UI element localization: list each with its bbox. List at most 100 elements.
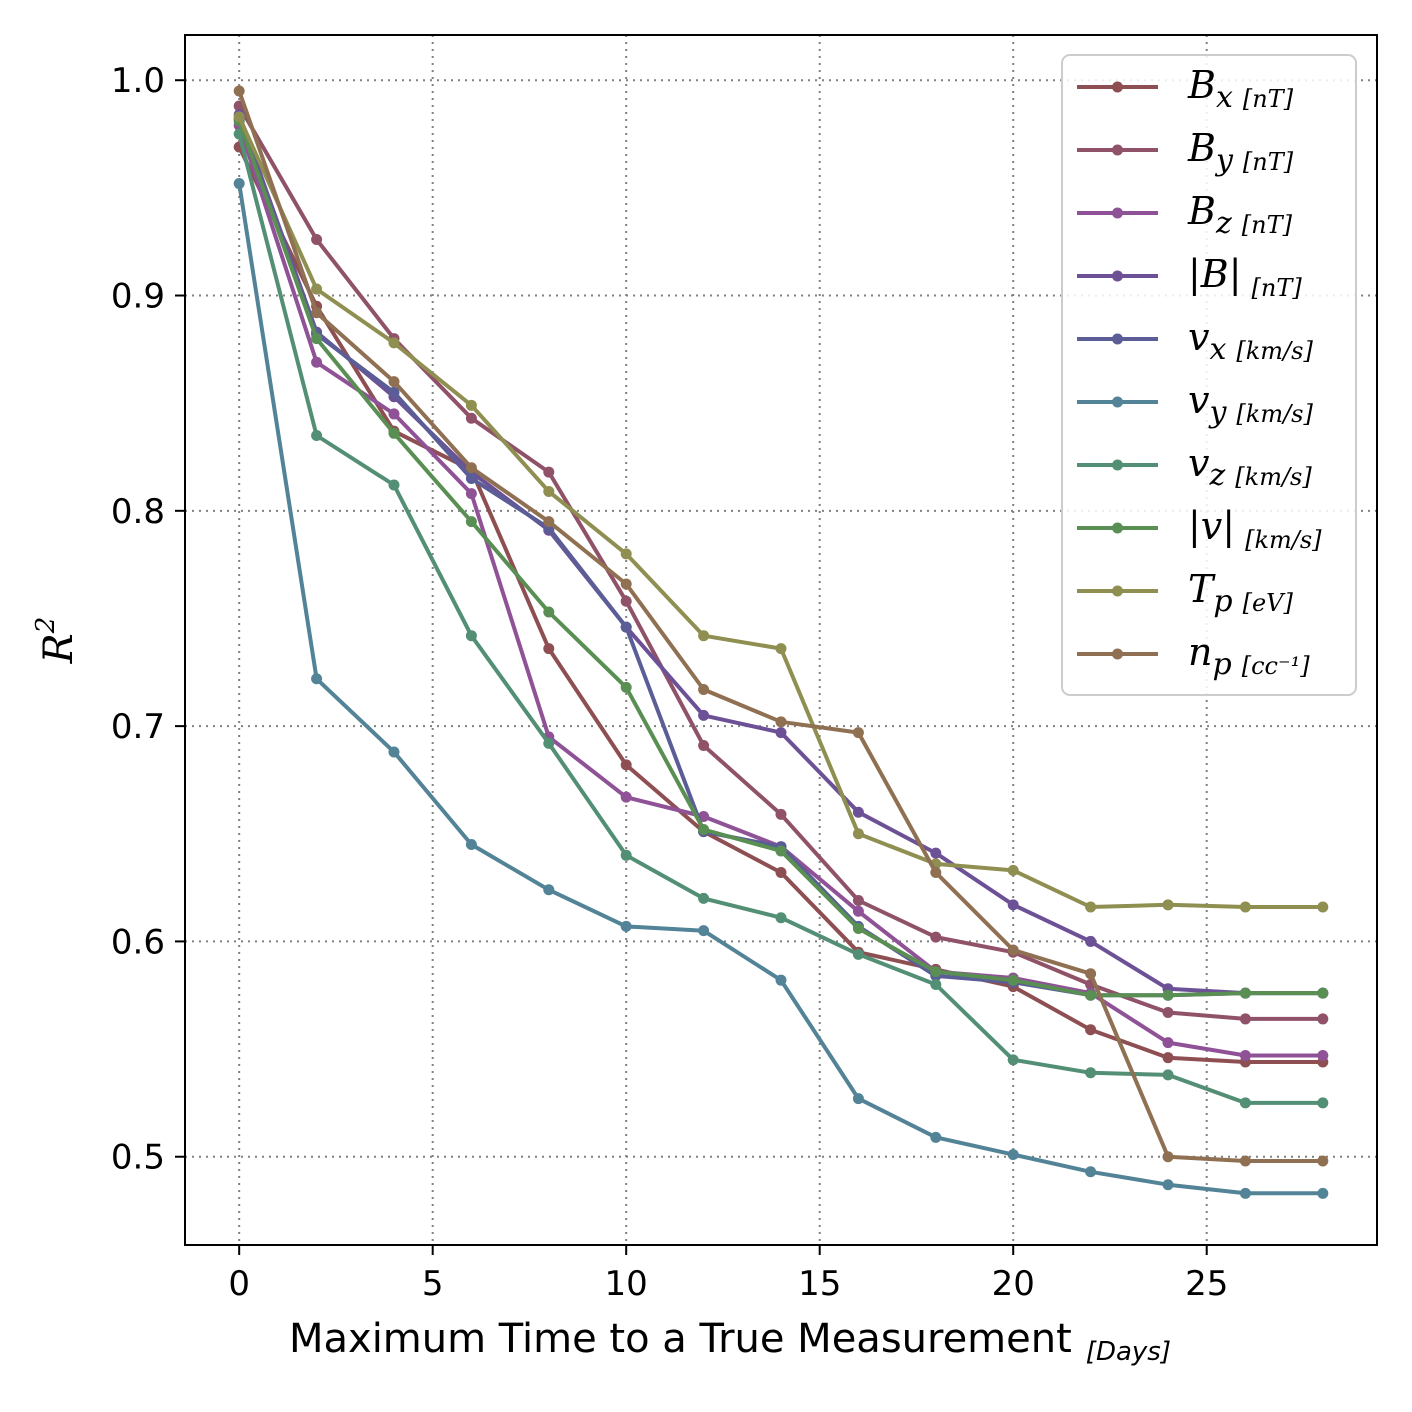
data-point <box>465 488 477 500</box>
data-point <box>465 516 477 528</box>
series-9 <box>233 85 1329 1167</box>
svg-text:R2: R2 <box>31 617 82 665</box>
x-tick-label: 15 <box>798 1264 841 1304</box>
data-point <box>388 376 400 388</box>
legend-entry: |v| [km/s] <box>1077 504 1322 554</box>
data-point <box>388 479 400 491</box>
data-point <box>852 948 864 960</box>
data-point <box>930 966 942 978</box>
data-point <box>233 111 245 123</box>
data-point <box>1239 901 1251 913</box>
data-point <box>1085 1024 1097 1036</box>
legend-entry: vy [km/s] <box>1077 378 1313 430</box>
legend-subscript: x <box>1209 332 1226 367</box>
data-point <box>465 399 477 411</box>
data-point <box>1317 1013 1329 1025</box>
data-point <box>1085 989 1097 1001</box>
data-point <box>465 473 477 485</box>
x-axis-title-unit: [Days] <box>1086 1337 1171 1367</box>
data-point <box>620 791 632 803</box>
data-point <box>1085 1067 1097 1079</box>
y-tick-label: 0.7 <box>111 707 165 747</box>
legend-marker <box>1112 270 1123 282</box>
data-point <box>311 356 323 368</box>
legend-subscript: y <box>1214 143 1234 178</box>
data-point <box>775 845 787 857</box>
y-axis-title-sup: 2 <box>31 617 61 635</box>
data-point <box>1317 901 1329 913</box>
data-point <box>620 920 632 932</box>
x-tick-label: 20 <box>992 1264 1035 1304</box>
data-point <box>1162 989 1174 1001</box>
legend-unit: [km/s] <box>1236 400 1313 428</box>
legend-marker <box>1112 648 1123 660</box>
data-point <box>311 234 323 246</box>
data-point <box>1317 987 1329 999</box>
x-tick-label: 25 <box>1185 1264 1228 1304</box>
data-point <box>1007 1149 1019 1161</box>
legend-symbol: B <box>1187 63 1216 107</box>
x-axis-title: Maximum Time to a True Measurement [Days] <box>289 1316 1171 1367</box>
data-point <box>388 408 400 420</box>
data-point <box>620 759 632 771</box>
data-point <box>311 283 323 295</box>
legend-entry: By [nT] <box>1077 126 1294 178</box>
data-point <box>930 1131 942 1143</box>
data-point <box>1162 1052 1174 1064</box>
data-point <box>1239 1187 1251 1199</box>
data-point <box>1007 899 1019 911</box>
data-point <box>620 595 632 607</box>
legend-symbol: v <box>1188 441 1210 485</box>
data-point <box>698 739 710 751</box>
data-point <box>1162 1151 1174 1163</box>
legend-unit: [nT] <box>1243 148 1294 176</box>
legend-unit: [nT] <box>1243 85 1294 113</box>
axis-ticks: 0 5 10 15 20 25 0.5 0.6 0.7 0.8 0.9 1.0 <box>111 61 1228 1304</box>
data-point <box>1085 968 1097 980</box>
data-point <box>465 630 477 642</box>
data-point <box>388 337 400 349</box>
data-point <box>388 386 400 398</box>
data-point <box>698 892 710 904</box>
legend-subscript: p <box>1212 647 1231 682</box>
legend-symbol: T <box>1188 567 1216 611</box>
data-point <box>543 884 555 896</box>
legend-marker <box>1112 522 1123 534</box>
data-point <box>698 630 710 642</box>
legend-unit: [km/s] <box>1245 526 1322 554</box>
data-point <box>852 923 864 935</box>
data-point <box>1007 864 1019 876</box>
legend-symbol: v <box>1188 378 1210 422</box>
data-point <box>775 727 787 739</box>
legend-unit: [nT] <box>1252 274 1303 302</box>
data-point <box>233 85 245 97</box>
data-point <box>1007 944 1019 956</box>
data-point <box>698 823 710 835</box>
data-point <box>1162 1069 1174 1081</box>
legend-subscript: x <box>1216 80 1233 115</box>
legend-marker <box>1112 333 1123 345</box>
data-point <box>852 895 864 907</box>
data-point <box>543 466 555 478</box>
y-tick-label: 0.8 <box>111 492 165 532</box>
data-point <box>698 925 710 937</box>
legend-symbol: n <box>1188 630 1212 674</box>
data-point <box>620 849 632 861</box>
x-tick-label: 10 <box>605 1264 648 1304</box>
series-lines <box>233 85 1329 1199</box>
data-point <box>543 516 555 528</box>
data-point <box>620 578 632 590</box>
legend-marker <box>1112 396 1123 408</box>
legend-unit: [cc⁻¹] <box>1242 652 1311 680</box>
data-point <box>620 621 632 633</box>
legend-label: |B| [nT] <box>1188 252 1302 302</box>
legend-label: Bx [nT] <box>1187 63 1294 115</box>
data-point <box>1085 901 1097 913</box>
legend-symbol: |v| <box>1188 504 1235 548</box>
data-point <box>775 643 787 655</box>
y-tick-label: 1.0 <box>111 61 165 101</box>
data-point <box>1317 1155 1329 1167</box>
data-point <box>311 673 323 685</box>
data-point <box>233 178 245 190</box>
